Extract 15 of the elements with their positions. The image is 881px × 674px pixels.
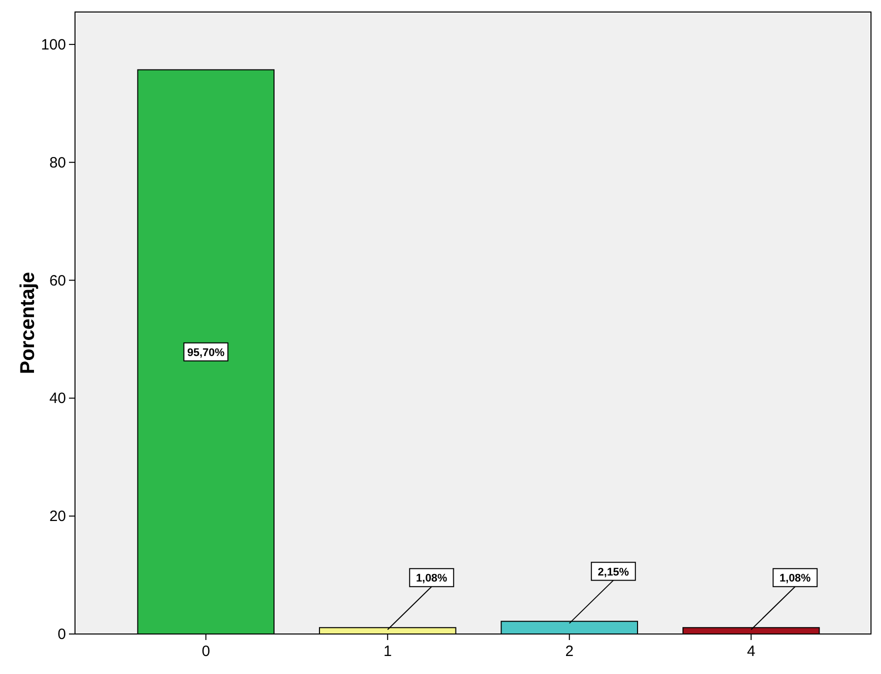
x-tick-label: 4	[746, 643, 756, 660]
x-tick-label: 2	[565, 643, 574, 660]
data-label: 1,08%	[780, 572, 811, 585]
y-tick-label: 100	[40, 36, 66, 54]
y-axis-title: Porcentaje	[17, 272, 39, 374]
x-tick-label: 0	[202, 643, 210, 660]
y-tick-label: 40	[49, 390, 66, 408]
data-label: 1,08%	[416, 572, 448, 585]
data-label: 2,15%	[598, 566, 630, 578]
x-tick-label: 1	[383, 643, 392, 660]
y-tick-label: 80	[49, 154, 66, 172]
y-tick-label: 60	[49, 272, 66, 290]
y-tick-label: 20	[49, 508, 66, 526]
data-label: 95,70%	[187, 346, 225, 359]
y-tick-label: 0	[58, 626, 66, 643]
